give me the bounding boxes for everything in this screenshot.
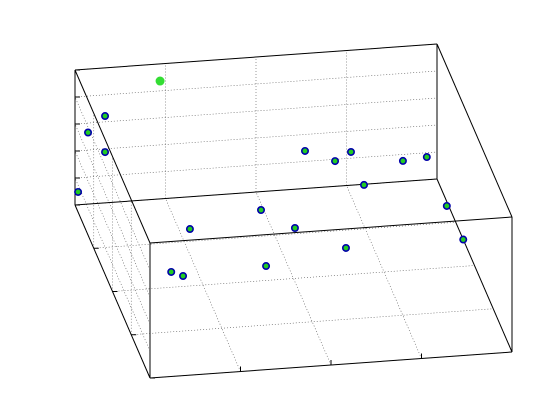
grid-line — [255, 191, 332, 366]
marks-layer — [74, 76, 468, 280]
grid-line — [112, 265, 475, 292]
scatter-point — [84, 128, 93, 137]
scatter-point — [300, 146, 309, 155]
scatter-point — [257, 206, 266, 215]
grid-line — [346, 185, 422, 359]
scatter-point — [155, 76, 165, 86]
scatter-point — [101, 148, 110, 157]
scatter-point — [459, 235, 468, 244]
scatter-point — [341, 243, 350, 252]
grid-line — [74, 124, 438, 152]
box-edge — [149, 216, 513, 244]
scatter-point — [360, 180, 369, 189]
box-edge — [74, 43, 438, 71]
box-edge — [74, 178, 438, 206]
scatter-point — [262, 262, 271, 271]
grid-layer — [74, 43, 513, 379]
scatter-point — [179, 271, 188, 280]
scatter-point — [74, 187, 83, 196]
scatter-point — [167, 267, 176, 276]
scatter-point — [398, 156, 407, 165]
grid-line — [74, 70, 438, 98]
grid-line — [93, 221, 456, 249]
box-edge — [436, 43, 513, 218]
grid-line — [74, 97, 438, 125]
scatter-point — [442, 201, 451, 210]
scatter-point — [101, 112, 110, 121]
scatter-point — [290, 224, 299, 233]
grid-line — [131, 308, 494, 336]
box-layer — [74, 43, 513, 379]
scatter-point — [346, 147, 355, 156]
scatter-point — [331, 157, 340, 166]
scatter-point — [422, 153, 431, 162]
grid-line — [74, 151, 438, 179]
box-edge — [74, 69, 151, 244]
scatter-point — [185, 225, 194, 234]
